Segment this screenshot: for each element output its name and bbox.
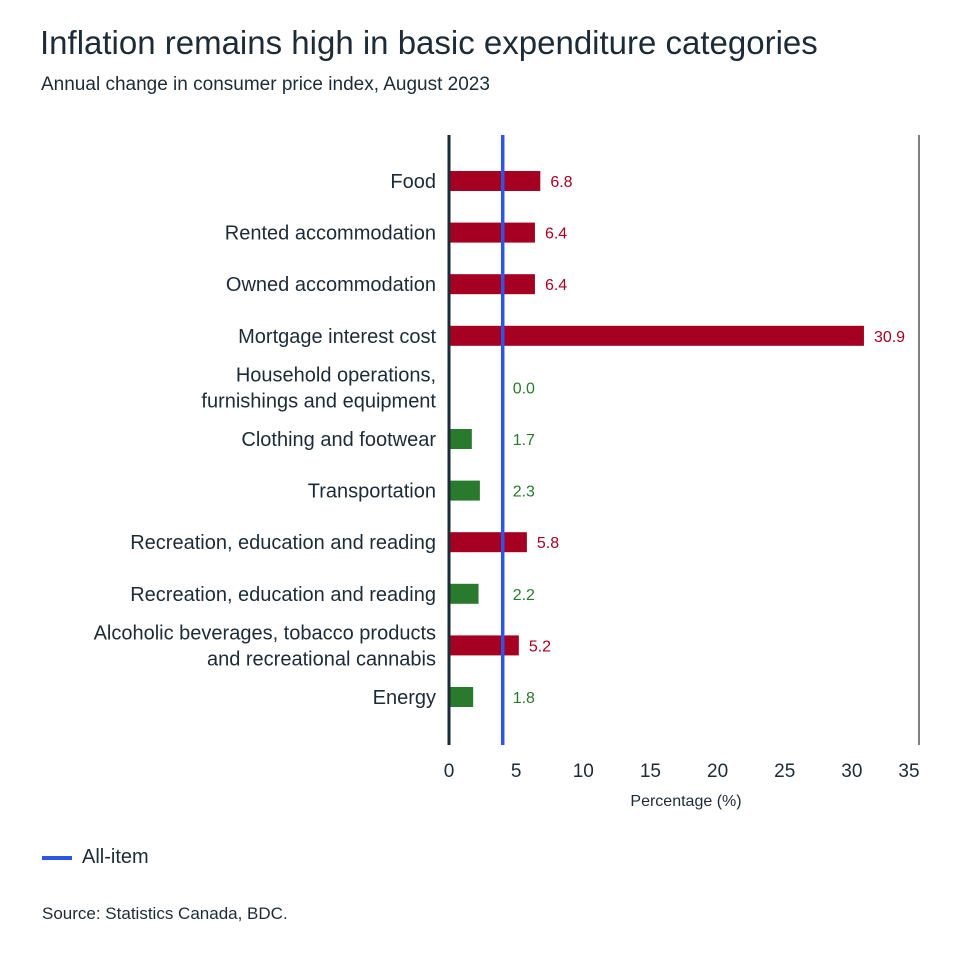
bar: [449, 687, 474, 707]
bar: [449, 274, 535, 295]
category-label: Food: [390, 171, 436, 193]
x-tick-label: 5: [511, 761, 522, 782]
bar: [449, 480, 480, 501]
data-label: 30.9: [874, 329, 905, 346]
bar: [449, 222, 535, 243]
bar: [449, 171, 541, 191]
category-label: Household operations,: [236, 364, 436, 386]
category-label: Alcoholic beverages, tobacco products: [94, 622, 436, 644]
category-label: furnishings and equipment: [201, 390, 436, 412]
x-axis-title: Percentage (%): [630, 793, 741, 810]
category-label: and recreational cannabis: [207, 648, 436, 670]
data-label: 1.8: [513, 690, 535, 707]
x-tick-label: 30: [841, 761, 862, 782]
category-label: Recreation, education and reading: [130, 532, 436, 554]
x-tick-label: 15: [640, 761, 661, 782]
category-label: Transportation: [308, 481, 436, 503]
bar: [449, 532, 527, 553]
chart-subtitle: Annual change in consumer price index, A…: [41, 74, 490, 95]
chart-title: Inflation remains high in basic expendit…: [40, 24, 818, 61]
x-tick-label: 25: [774, 761, 795, 782]
bar: [449, 325, 864, 346]
category-label: Energy: [373, 687, 436, 709]
legend-all-item-label: All-item: [82, 846, 149, 868]
x-tick-label: 20: [707, 761, 728, 782]
data-label: 0.0: [513, 380, 535, 397]
data-label: 2.3: [513, 484, 535, 501]
data-label: 6.8: [550, 174, 572, 191]
data-label: 6.4: [545, 277, 567, 294]
bar: [449, 635, 519, 656]
data-label: 5.8: [537, 535, 559, 552]
bar: [449, 429, 472, 449]
category-label: Rented accommodation: [225, 223, 436, 245]
data-label: 1.7: [513, 432, 535, 449]
legend-all-item-swatch: [42, 855, 72, 860]
x-tick-label: 0: [444, 761, 455, 782]
category-label: Owned accommodation: [226, 274, 436, 296]
bar: [449, 583, 479, 604]
source-note: Source: Statistics Canada, BDC.: [42, 904, 288, 923]
data-label: 5.2: [529, 638, 551, 655]
data-label: 6.4: [545, 226, 567, 243]
category-label: Mortgage interest cost: [238, 326, 436, 348]
data-label: 2.2: [513, 587, 535, 604]
x-tick-label: 35: [898, 761, 919, 782]
category-label: Recreation, education and reading: [130, 584, 436, 606]
category-label: Clothing and footwear: [241, 429, 436, 451]
x-tick-label: 10: [573, 761, 594, 782]
legend: All-item: [42, 846, 149, 869]
